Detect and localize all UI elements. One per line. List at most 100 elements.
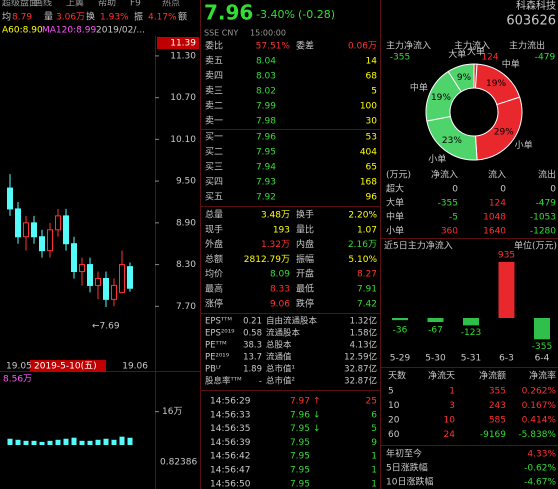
x-label: 5-29	[390, 354, 411, 364]
ma-label: A60:8.90	[2, 26, 43, 36]
donut-category: 大单	[467, 46, 485, 58]
stat-label: 涨停	[205, 297, 223, 309]
fund-label: PEᵀᵀᴹ	[205, 341, 227, 351]
order-price: 7.99	[256, 102, 276, 112]
tick-volume: 5	[371, 424, 377, 434]
fund-value: 13.7	[243, 353, 262, 363]
candle-body	[119, 264, 125, 293]
table-header: 净流率	[529, 370, 556, 382]
quote-item: 1.93%	[100, 13, 129, 23]
tick-volume: 1	[371, 479, 377, 489]
flow-label: 主力流出	[509, 40, 545, 52]
stat-label: 内盘	[296, 238, 314, 250]
tab: F9	[130, 0, 141, 9]
order-price: 7.96	[256, 133, 276, 143]
table-cell: 1048	[483, 213, 506, 223]
order-level: 卖二	[205, 101, 223, 112]
tab: 帮助	[98, 0, 116, 9]
order-volume: 5	[371, 87, 377, 97]
candle-body	[23, 222, 29, 238]
volume-bar	[119, 436, 125, 445]
volume-bar	[111, 439, 117, 445]
table-cell: 0	[550, 185, 556, 195]
stat-value: 1.32万	[261, 240, 290, 250]
fund-label: 总市值²	[266, 376, 295, 387]
table-cell: -479	[536, 199, 557, 209]
bar	[463, 318, 479, 326]
stat-label: 最高	[205, 283, 223, 295]
tick-time: 14:56:35	[210, 424, 250, 434]
stat-label: 总额	[205, 253, 223, 265]
tick-time: 14:56:42	[210, 452, 250, 462]
donut-label: 19%	[431, 93, 451, 103]
quote-item: 3.06万	[56, 13, 85, 23]
cursor-box	[157, 37, 199, 49]
tick-arrow: ↓	[313, 424, 321, 434]
table-cell: 3	[449, 401, 455, 411]
table-cell: 大单	[386, 197, 404, 209]
order-level: 买二	[205, 147, 223, 158]
volume-title: 8.56万	[3, 375, 32, 385]
volume-bar	[71, 437, 77, 445]
order-volume: 68	[366, 72, 378, 82]
stat-value: 8.27	[357, 270, 377, 280]
stat-value: 9.06	[270, 299, 290, 309]
stat-value: 8.33	[270, 285, 290, 295]
fund-value: -	[259, 377, 262, 387]
tick-arrow: ↑	[313, 397, 321, 407]
table-header: 净流入	[431, 169, 458, 181]
flow-label: 主力流入	[454, 40, 490, 52]
tick-arrow: ↓	[313, 410, 321, 420]
volume-bar	[47, 440, 53, 445]
volume-bar	[15, 439, 21, 445]
candle-body	[95, 277, 101, 286]
tick-time: 14:56:33	[210, 410, 250, 420]
table-cell: -5.838%	[518, 430, 556, 440]
flow-value: -355	[390, 53, 410, 63]
stat-label: 现手	[205, 223, 223, 235]
table-header: 净流额	[479, 370, 506, 382]
candle-body	[15, 208, 21, 238]
time: 15:00:00	[250, 29, 286, 38]
ma-label: MA120:8.99	[42, 26, 96, 36]
order-volume: 100	[360, 102, 377, 112]
table-cell: 60	[388, 430, 400, 440]
table-cell: 360	[441, 227, 458, 237]
bar-label: -36	[393, 326, 408, 336]
fund-label: 总市值¹	[266, 364, 295, 375]
stat-value: 5.10%	[348, 255, 377, 265]
order-level: 卖五	[205, 56, 223, 67]
order-volume: 53	[366, 133, 377, 143]
table-cell: -1053	[530, 213, 556, 223]
candle-body	[47, 229, 53, 252]
x-label: 5-30	[425, 354, 446, 364]
quote-item: 4.17%	[148, 13, 177, 23]
order-level: 买五	[205, 192, 223, 203]
quote-item: 换	[86, 11, 95, 23]
order-level: 卖三	[205, 86, 223, 97]
order-volume: 404	[360, 148, 377, 158]
order-volume: 96	[366, 193, 378, 203]
table-header: 天数	[388, 370, 406, 382]
donut-label: 23%	[442, 136, 462, 146]
table-header: 流入	[488, 169, 506, 181]
x-label: 5-31	[461, 354, 481, 364]
fund-value: 32.87亿	[344, 364, 377, 375]
stat-label: 量比	[296, 223, 314, 235]
price: 7.96	[204, 1, 253, 25]
table-cell: -1280	[530, 227, 556, 237]
stat-label: 总量	[205, 209, 223, 221]
order-price: 7.93	[256, 178, 276, 188]
quote-item: 8.79	[12, 13, 32, 23]
stat-value: 7.42	[357, 299, 377, 309]
y-tick-label: 11.30	[170, 51, 196, 61]
table-cell: 0.414%	[522, 416, 557, 426]
fund-label: 股息率ᵀᵀᴹ	[205, 376, 242, 387]
y-tick-label: 9.50	[176, 177, 196, 187]
stat-label: 开盘	[296, 268, 314, 280]
tick-time: 14:56:47	[210, 466, 250, 476]
fund-value: 4.13亿	[350, 340, 377, 351]
order-price: 8.02	[256, 87, 276, 97]
table-header: (万元)	[386, 171, 411, 181]
bar-label: -123	[461, 328, 481, 338]
